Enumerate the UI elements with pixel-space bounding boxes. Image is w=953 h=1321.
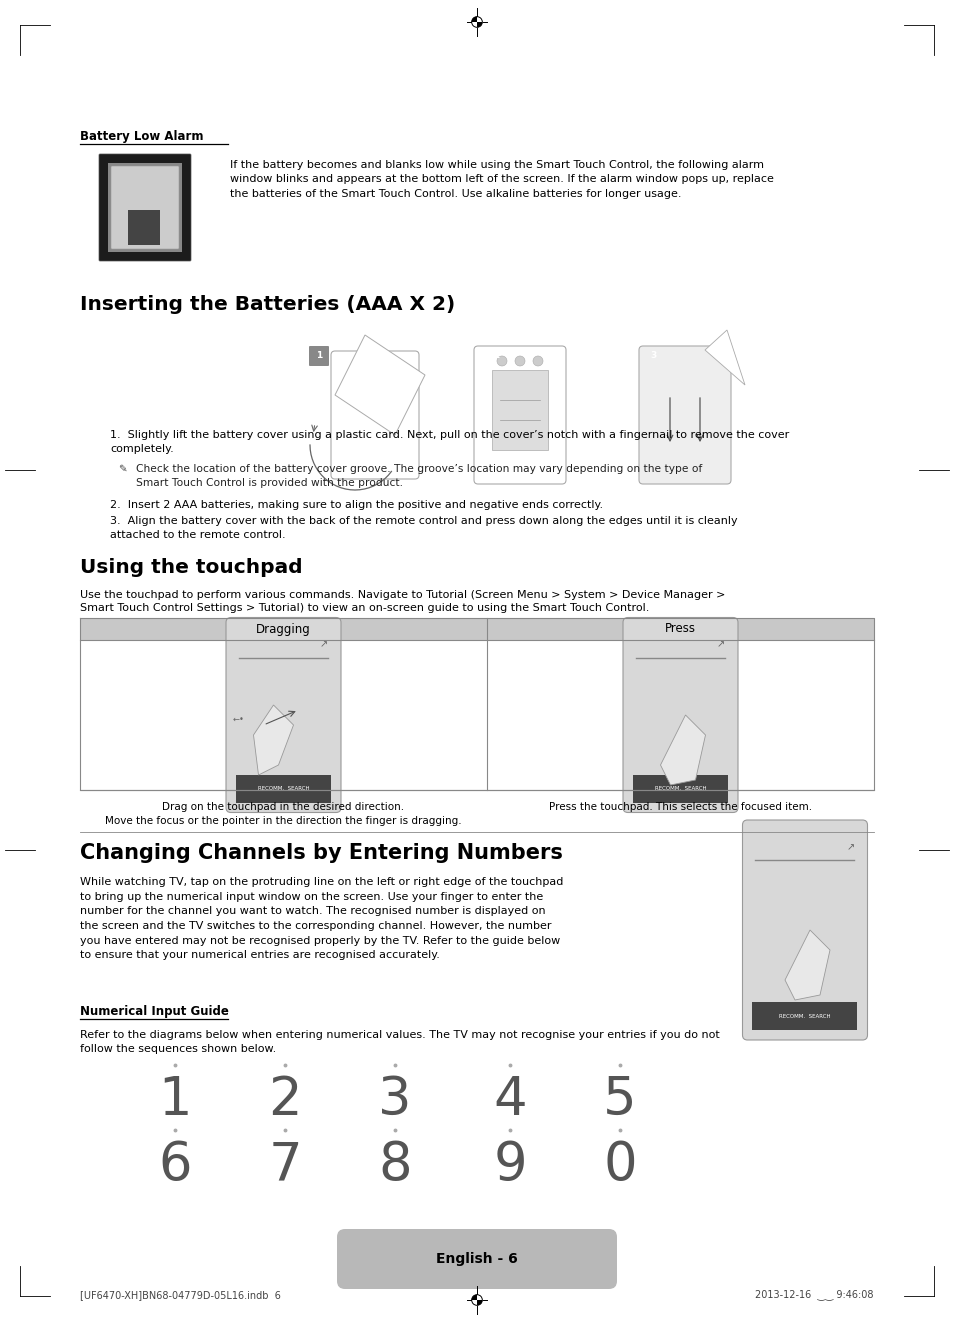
FancyBboxPatch shape bbox=[474, 346, 565, 483]
Bar bbox=[128, 210, 160, 244]
Text: 0: 0 bbox=[602, 1139, 637, 1192]
Bar bbox=[108, 162, 182, 252]
Text: Refer to the diagrams below when entering numerical values. The TV may not recog: Refer to the diagrams below when enterin… bbox=[80, 1030, 719, 1054]
Text: English - 6: English - 6 bbox=[436, 1252, 517, 1266]
FancyBboxPatch shape bbox=[485, 346, 505, 366]
FancyBboxPatch shape bbox=[622, 617, 738, 812]
Text: 5: 5 bbox=[602, 1074, 637, 1125]
Circle shape bbox=[533, 355, 542, 366]
Text: Battery Low Alarm: Battery Low Alarm bbox=[80, 129, 203, 143]
Text: ↗: ↗ bbox=[845, 841, 854, 852]
Polygon shape bbox=[476, 1300, 482, 1305]
Text: Numerical Input Guide: Numerical Input Guide bbox=[80, 1005, 229, 1018]
Text: 3: 3 bbox=[377, 1074, 412, 1125]
FancyBboxPatch shape bbox=[99, 155, 191, 262]
Text: 1: 1 bbox=[315, 351, 322, 361]
Circle shape bbox=[497, 355, 506, 366]
Text: ↗: ↗ bbox=[319, 639, 328, 650]
Text: Smart Touch Control Settings > Tutorial) to view an on-screen guide to using the: Smart Touch Control Settings > Tutorial)… bbox=[80, 602, 649, 613]
Polygon shape bbox=[659, 715, 705, 785]
FancyBboxPatch shape bbox=[639, 346, 730, 483]
Text: Press the touchpad. This selects the focused item.: Press the touchpad. This selects the foc… bbox=[548, 802, 811, 812]
Text: 4: 4 bbox=[493, 1074, 526, 1125]
Text: 2013-12-16  ‿‿ 9:46:08: 2013-12-16 ‿‿ 9:46:08 bbox=[755, 1289, 873, 1300]
FancyBboxPatch shape bbox=[111, 166, 179, 248]
Text: ↗: ↗ bbox=[717, 639, 724, 650]
Text: [UF6470-XH]BN68-04779D-05L16.indb  6: [UF6470-XH]BN68-04779D-05L16.indb 6 bbox=[80, 1291, 280, 1300]
Text: 9: 9 bbox=[493, 1139, 526, 1192]
Polygon shape bbox=[471, 17, 476, 22]
Text: RECOMM.  SEARCH: RECOMM. SEARCH bbox=[654, 786, 705, 791]
Text: RECOMM.  SEARCH: RECOMM. SEARCH bbox=[257, 786, 309, 791]
Text: 3.  Align the battery cover with the back of the remote control and press down a: 3. Align the battery cover with the back… bbox=[110, 517, 737, 540]
Text: 2.  Insert 2 AAA batteries, making sure to align the positive and negative ends : 2. Insert 2 AAA batteries, making sure t… bbox=[110, 501, 602, 510]
Circle shape bbox=[515, 355, 524, 366]
Text: Changing Channels by Entering Numbers: Changing Channels by Entering Numbers bbox=[80, 843, 562, 863]
Text: Press: Press bbox=[664, 622, 696, 635]
Text: 1.  Slightly lift the battery cover using a plastic card. Next, pull on the cove: 1. Slightly lift the battery cover using… bbox=[110, 431, 788, 454]
Text: Use the touchpad to perform various commands. Navigate to Tutorial (Screen Menu : Use the touchpad to perform various comm… bbox=[80, 590, 724, 600]
FancyBboxPatch shape bbox=[741, 820, 866, 1040]
FancyBboxPatch shape bbox=[331, 351, 418, 480]
Bar bbox=[80, 618, 873, 639]
Bar bbox=[633, 774, 727, 802]
Text: 7: 7 bbox=[268, 1139, 301, 1192]
Text: Using the touchpad: Using the touchpad bbox=[80, 557, 302, 577]
FancyBboxPatch shape bbox=[309, 346, 329, 366]
Text: ←•: ←• bbox=[233, 716, 244, 724]
Text: 2: 2 bbox=[268, 1074, 301, 1125]
Polygon shape bbox=[476, 22, 482, 28]
Text: If the battery becomes and blanks low while using the Smart Touch Control, the f: If the battery becomes and blanks low wh… bbox=[230, 160, 773, 198]
Text: 3: 3 bbox=[650, 351, 657, 361]
Bar bbox=[492, 370, 547, 450]
Text: Check the location of the battery cover groove. The groove’s location may vary d: Check the location of the battery cover … bbox=[136, 464, 701, 487]
Text: Drag on the touchpad in the desired direction.
Move the focus or the pointer in : Drag on the touchpad in the desired dire… bbox=[105, 802, 461, 826]
Polygon shape bbox=[704, 330, 744, 384]
Text: RECOMM.  SEARCH: RECOMM. SEARCH bbox=[779, 1013, 830, 1018]
Text: Inserting the Batteries (AAA X 2): Inserting the Batteries (AAA X 2) bbox=[80, 295, 455, 314]
Text: 6: 6 bbox=[158, 1139, 192, 1192]
Polygon shape bbox=[471, 1295, 476, 1300]
Text: ✎: ✎ bbox=[118, 464, 127, 474]
Polygon shape bbox=[253, 705, 294, 775]
Text: 2: 2 bbox=[493, 351, 498, 361]
Polygon shape bbox=[335, 336, 424, 435]
Bar bbox=[235, 774, 331, 802]
FancyBboxPatch shape bbox=[336, 1229, 617, 1289]
Text: 8: 8 bbox=[377, 1139, 412, 1192]
FancyBboxPatch shape bbox=[226, 617, 340, 812]
Polygon shape bbox=[784, 930, 829, 1000]
Text: Dragging: Dragging bbox=[255, 622, 311, 635]
Text: While watching TV, tap on the protruding line on the left or right edge of the t: While watching TV, tap on the protruding… bbox=[80, 877, 563, 960]
Text: 1: 1 bbox=[158, 1074, 192, 1125]
Bar bbox=[752, 1003, 857, 1030]
FancyBboxPatch shape bbox=[643, 346, 663, 366]
